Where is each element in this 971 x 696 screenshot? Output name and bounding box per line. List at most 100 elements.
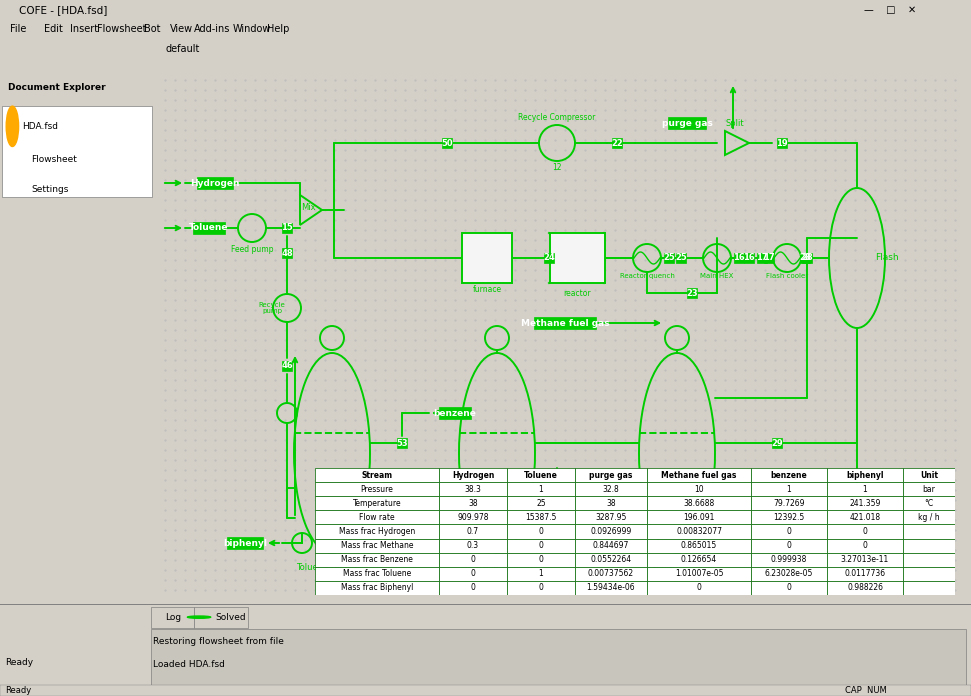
- Text: biphenyl: biphenyl: [223, 539, 267, 548]
- Text: 1: 1: [539, 569, 544, 578]
- Bar: [751, 581, 827, 595]
- Text: Solved: Solved: [216, 612, 247, 622]
- Text: °C: °C: [924, 499, 933, 508]
- FancyBboxPatch shape: [756, 253, 767, 263]
- Bar: [751, 468, 827, 482]
- Text: Bot: Bot: [144, 24, 160, 34]
- Text: 0: 0: [539, 541, 544, 550]
- Text: 39: 39: [552, 484, 563, 493]
- FancyBboxPatch shape: [802, 253, 812, 263]
- Text: Mass frac Methane: Mass frac Methane: [341, 541, 414, 550]
- Text: 15: 15: [282, 223, 293, 232]
- Text: 50: 50: [441, 139, 452, 148]
- Bar: [507, 553, 575, 567]
- Text: 0: 0: [539, 527, 544, 536]
- Text: Methane fuel gas: Methane fuel gas: [520, 319, 610, 328]
- Text: 0: 0: [787, 541, 791, 550]
- Bar: [827, 539, 903, 553]
- Text: Flow rate: Flow rate: [359, 513, 395, 522]
- Bar: [751, 496, 827, 510]
- Text: Main HEX: Main HEX: [700, 273, 734, 279]
- Bar: [575, 496, 647, 510]
- Text: COFE - [HDA.fsd]: COFE - [HDA.fsd]: [19, 5, 108, 15]
- FancyBboxPatch shape: [193, 222, 225, 234]
- Text: 22: 22: [611, 139, 622, 148]
- Bar: [827, 553, 903, 567]
- Text: benzene: benzene: [434, 409, 477, 418]
- Bar: [647, 510, 751, 525]
- Bar: [903, 510, 955, 525]
- Text: 25: 25: [675, 253, 686, 262]
- Text: File: File: [10, 24, 26, 34]
- Bar: [439, 539, 507, 553]
- Text: 38.3: 38.3: [464, 484, 482, 493]
- Text: 0.00737562: 0.00737562: [587, 569, 634, 578]
- FancyBboxPatch shape: [668, 117, 706, 129]
- Text: Toluene: Toluene: [524, 470, 558, 480]
- FancyBboxPatch shape: [552, 483, 562, 493]
- Text: Demethanizer: Demethanizer: [647, 564, 707, 573]
- Bar: [903, 482, 955, 496]
- Bar: [827, 567, 903, 581]
- Text: 0: 0: [471, 583, 476, 592]
- Text: 0.7: 0.7: [467, 527, 479, 536]
- Bar: [575, 567, 647, 581]
- Text: 32.8: 32.8: [603, 484, 619, 493]
- Bar: [315, 482, 439, 496]
- Text: 1: 1: [787, 484, 791, 493]
- FancyBboxPatch shape: [800, 253, 810, 263]
- FancyBboxPatch shape: [194, 607, 248, 628]
- Text: HDA.fsd: HDA.fsd: [21, 122, 57, 131]
- Text: 0.0117736: 0.0117736: [845, 569, 886, 578]
- Text: Edit: Edit: [44, 24, 62, 34]
- Text: 25: 25: [536, 499, 546, 508]
- FancyBboxPatch shape: [227, 537, 262, 549]
- Bar: [575, 553, 647, 567]
- Text: 12392.5: 12392.5: [773, 513, 805, 522]
- Text: Ready: Ready: [5, 658, 33, 667]
- Text: purge gas: purge gas: [589, 470, 633, 480]
- FancyBboxPatch shape: [676, 253, 686, 263]
- Bar: [315, 510, 439, 525]
- FancyBboxPatch shape: [197, 177, 232, 189]
- Text: Help: Help: [267, 24, 289, 34]
- Bar: [647, 482, 751, 496]
- Text: 0.00832077: 0.00832077: [676, 527, 722, 536]
- Bar: [507, 539, 575, 553]
- Text: 17: 17: [763, 253, 775, 262]
- Text: 19: 19: [776, 139, 787, 148]
- Text: 0.0926999: 0.0926999: [590, 527, 631, 536]
- Text: Mass frac Biphenyl: Mass frac Biphenyl: [341, 583, 414, 592]
- Text: Add-ins: Add-ins: [194, 24, 230, 34]
- Bar: [439, 581, 507, 595]
- Text: Hydrogen: Hydrogen: [452, 470, 494, 480]
- Bar: [751, 539, 827, 553]
- Bar: [507, 567, 575, 581]
- Text: 241.359: 241.359: [850, 499, 881, 508]
- Text: 28: 28: [799, 253, 811, 262]
- Bar: [903, 553, 955, 567]
- Bar: [751, 525, 827, 539]
- Text: 23: 23: [686, 289, 698, 297]
- Bar: [550, 233, 605, 283]
- Bar: [903, 567, 955, 581]
- Text: 46: 46: [282, 361, 293, 370]
- Text: 48: 48: [282, 248, 293, 258]
- Bar: [751, 510, 827, 525]
- Text: Document Explorer: Document Explorer: [8, 83, 106, 91]
- Bar: [827, 581, 903, 595]
- Text: 38: 38: [468, 499, 478, 508]
- FancyBboxPatch shape: [772, 438, 782, 448]
- Text: Loaded HDA.fsd: Loaded HDA.fsd: [153, 660, 225, 669]
- Text: purge gas: purge gas: [661, 118, 713, 127]
- Text: Split: Split: [725, 118, 745, 127]
- Bar: [315, 567, 439, 581]
- Text: default: default: [165, 44, 199, 54]
- Text: 38: 38: [606, 499, 616, 508]
- Text: Restoring flowsheet from file: Restoring flowsheet from file: [153, 637, 285, 646]
- Text: 1: 1: [862, 484, 867, 493]
- Bar: [575, 539, 647, 553]
- Bar: [647, 553, 751, 567]
- Text: 28: 28: [801, 253, 813, 262]
- Bar: [827, 468, 903, 482]
